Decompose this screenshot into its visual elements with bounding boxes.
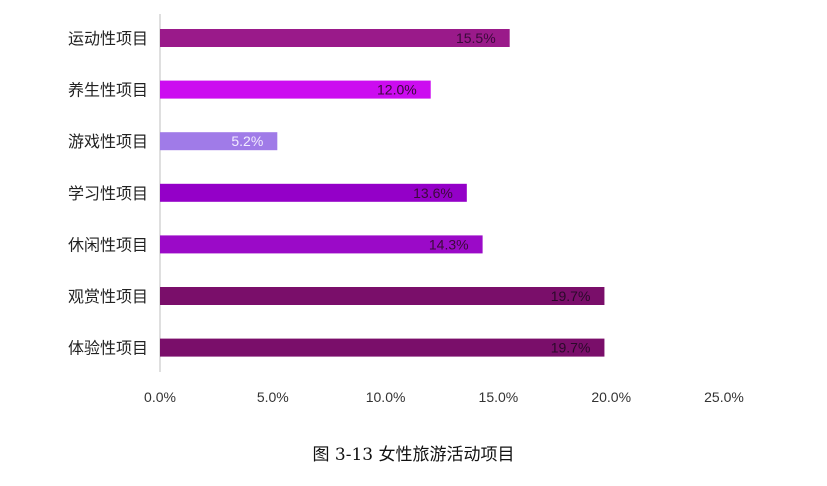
x-tick-label-5: 20.0% [591, 389, 631, 405]
data-label-5: 14.3% [429, 236, 469, 252]
bar-6 [160, 287, 605, 305]
category-label-6: 观赏性项目 [68, 287, 148, 306]
bar-2 [160, 80, 431, 99]
data-label-6: 19.7% [551, 288, 591, 304]
data-label-2: 12.0% [377, 82, 417, 98]
x-tick-label-6: 25.0% [704, 389, 744, 405]
category-label-2: 养生性项目 [68, 81, 148, 100]
x-tick-label-4: 15.0% [479, 389, 519, 405]
data-label-4: 13.6% [413, 185, 453, 201]
bar-4 [160, 183, 467, 202]
bars-group: 15.5% 12.0% 5.2% 13.6% 14.3% 19.7% 19.7% [160, 29, 605, 357]
bar-5 [160, 235, 483, 254]
figure-caption: 图 3-13 女性旅游活动项目 [312, 445, 515, 465]
bar-1 [160, 29, 510, 47]
category-label-1: 运动性项目 [68, 29, 148, 48]
data-label-1: 15.5% [456, 30, 496, 46]
data-label-3: 5.2% [231, 133, 263, 149]
bar-3 [160, 132, 278, 151]
bar-7 [160, 338, 605, 357]
x-tick-label-2: 5.0% [257, 389, 289, 405]
x-tick-label-3: 10.0% [366, 389, 406, 405]
category-label-5: 休闲性项目 [68, 235, 148, 254]
data-label-7: 19.7% [551, 340, 591, 356]
x-tick-label-1: 0.0% [144, 389, 176, 405]
category-label-7: 体验性项目 [68, 339, 148, 358]
category-label-3: 游戏性项目 [68, 132, 148, 151]
x-tick-labels: 0.0% 5.0% 10.0% 15.0% 20.0% 25.0% [144, 389, 744, 405]
category-label-4: 学习性项目 [68, 184, 148, 203]
